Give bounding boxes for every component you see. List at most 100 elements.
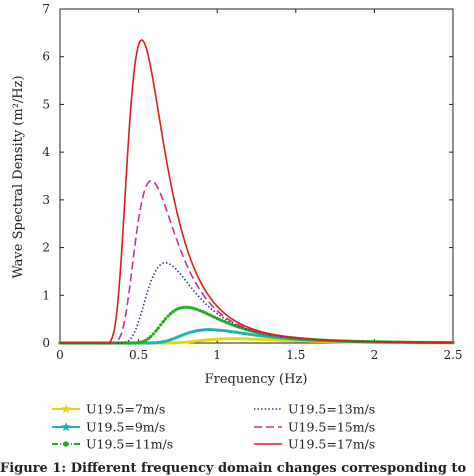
series-0-marker <box>186 340 190 344</box>
series-0-marker <box>173 341 178 345</box>
series-1-marker <box>191 330 195 334</box>
series-1-marker <box>181 333 185 337</box>
series-0-marker <box>200 338 205 342</box>
series-0-marker <box>218 337 222 341</box>
series-0-marker <box>191 339 195 344</box>
series-2-marker <box>222 320 227 324</box>
series-0-marker <box>252 337 256 341</box>
plot-frame <box>59 8 454 344</box>
series-0-marker <box>262 337 266 342</box>
series-2-marker <box>144 338 148 342</box>
series-0-marker <box>215 337 219 341</box>
series-1-marker <box>178 334 182 338</box>
series-1-marker <box>254 333 259 337</box>
series-0-marker <box>225 337 229 341</box>
series-1-marker <box>249 332 254 337</box>
y-tick-label: 2 <box>42 241 50 255</box>
series-1-marker <box>176 335 180 339</box>
legend-star-marker <box>61 404 71 413</box>
series-1-marker <box>164 339 168 343</box>
series-0-marker <box>242 337 246 341</box>
series-1-marker <box>154 341 158 345</box>
series-2-marker <box>213 315 217 319</box>
series-2-marker <box>149 334 153 339</box>
series-2-marker <box>127 341 131 345</box>
series-2-marker <box>178 306 182 310</box>
legend-item-3: U19.5=13m/s <box>254 402 375 417</box>
y-tick-label: 4 <box>42 145 50 159</box>
series-0-marker <box>247 337 251 341</box>
series-1-marker <box>210 328 214 332</box>
series-2-marker <box>227 322 232 326</box>
series-1-marker <box>173 336 178 340</box>
series-2-marker <box>205 312 209 316</box>
series-0-marker <box>257 337 261 341</box>
series-0-marker <box>188 340 192 344</box>
y-tick-label: 7 <box>42 2 50 16</box>
y-axis-title: Wave Spectral Density (m²/Hz) <box>11 75 26 278</box>
series-1-marker <box>245 332 249 336</box>
series-0-marker <box>277 338 281 342</box>
series-2-marker <box>186 305 190 309</box>
series-2-marker <box>132 341 136 345</box>
legend-item-0: U19.5=7m/s <box>52 402 165 417</box>
series-2-marker <box>218 317 222 322</box>
series-1-marker <box>188 330 192 334</box>
series-4-line <box>60 179 453 344</box>
series-2-marker <box>129 341 133 345</box>
series-0-marker <box>259 337 264 342</box>
series-0-marker <box>254 337 259 341</box>
series-0-marker <box>240 337 244 341</box>
x-tick-label: 0.5 <box>129 348 148 362</box>
series-0-marker <box>183 340 187 344</box>
series-0-marker <box>230 337 234 341</box>
series-2-marker <box>159 323 163 327</box>
series-1-marker <box>166 338 170 343</box>
series-1-marker <box>156 340 160 345</box>
series-2-marker <box>146 337 151 341</box>
series-0-marker <box>195 339 200 343</box>
legend-label: U19.5=17m/s <box>288 437 375 452</box>
series-1-marker <box>205 328 209 332</box>
series-0-marker <box>176 341 180 345</box>
y-tick-label: 6 <box>42 50 50 64</box>
series-1-marker <box>218 328 222 332</box>
series-0-marker <box>166 341 170 345</box>
series-0-marker <box>181 340 185 344</box>
series-0-marker <box>267 338 271 342</box>
series-0-marker <box>193 339 197 343</box>
series-1-marker <box>220 328 224 333</box>
legend-item-4: U19.5=15m/s <box>254 420 375 435</box>
series-2-marker <box>176 307 180 311</box>
series-1-marker <box>215 328 219 332</box>
series-2-marker <box>215 316 219 321</box>
legend-star-marker <box>61 422 71 431</box>
series-0-marker <box>232 337 236 341</box>
series-5-line <box>60 39 454 344</box>
series-1-marker <box>237 331 241 335</box>
series-2-marker <box>134 341 138 345</box>
series-0-marker <box>281 338 286 342</box>
series-1-marker <box>222 329 227 333</box>
series-0-marker <box>269 338 273 342</box>
series-0-marker <box>245 337 249 341</box>
series-2-marker <box>242 327 246 331</box>
series-2-marker <box>220 319 224 323</box>
series-1-marker <box>208 328 212 332</box>
series-0-marker <box>171 341 175 345</box>
legend-label: U19.5=7m/s <box>86 402 165 417</box>
series-2-marker <box>191 306 195 310</box>
series-0-marker <box>237 337 241 341</box>
y-tick-label: 3 <box>42 193 50 207</box>
series-1-marker <box>235 330 239 334</box>
series-1-marker <box>186 331 190 335</box>
series-2-marker <box>203 311 207 315</box>
legend-label: U19.5=15m/s <box>288 420 375 435</box>
series-2-marker <box>210 314 214 318</box>
legend-label: U19.5=11m/s <box>86 437 173 452</box>
series-1-marker <box>200 328 205 332</box>
series-1-marker <box>159 340 163 344</box>
series-2-marker <box>171 310 175 314</box>
series-1-marker <box>161 340 165 344</box>
series-2-marker <box>193 307 197 311</box>
